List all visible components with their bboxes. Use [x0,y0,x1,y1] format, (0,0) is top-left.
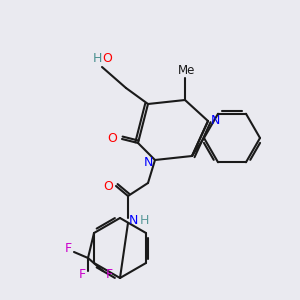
Text: O: O [103,179,113,193]
Text: H: H [139,214,149,226]
Text: F: F [105,268,112,281]
Text: N: N [143,155,153,169]
Text: F: F [78,268,85,281]
Text: F: F [64,242,72,254]
Text: O: O [102,52,112,64]
Text: N: N [128,214,138,226]
Text: N: N [210,115,220,128]
Text: H: H [92,52,102,64]
Text: O: O [107,133,117,146]
Text: Me: Me [178,64,196,77]
